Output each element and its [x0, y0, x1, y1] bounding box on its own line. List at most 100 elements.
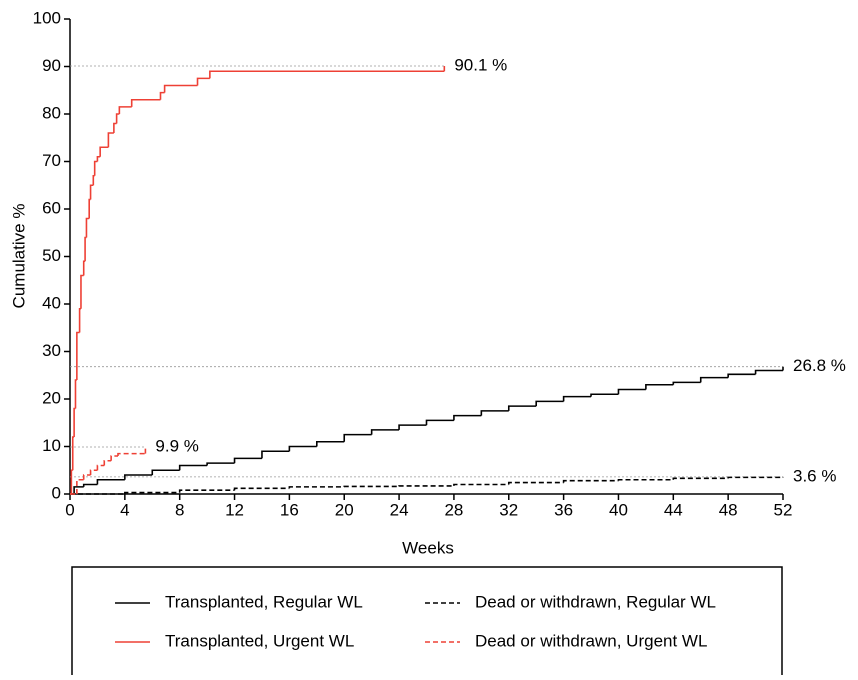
step: [86, 219, 89, 238]
x-tick-label: 40: [609, 500, 628, 519]
step: [207, 463, 234, 465]
y-tick-label: 80: [42, 103, 61, 122]
x-tick-label: 52: [774, 500, 793, 519]
step: [97, 157, 100, 162]
legend-label: Transplanted, Urgent WL: [165, 631, 354, 650]
step: [118, 454, 145, 456]
step: [235, 488, 290, 490]
x-tick-label: 28: [444, 500, 463, 519]
x-tick-label: 24: [390, 500, 409, 519]
step: [210, 71, 444, 78]
step: [104, 461, 111, 466]
step: [427, 420, 454, 425]
step: [84, 261, 85, 275]
y-tick-label: 40: [42, 293, 61, 312]
y-tick-label: 10: [42, 436, 61, 455]
step: [85, 238, 86, 262]
step: [646, 385, 673, 390]
step: [117, 114, 120, 124]
legend-label: Transplanted, Regular WL: [165, 592, 363, 611]
step: [399, 425, 426, 430]
y-tick-label: 70: [42, 151, 61, 170]
step: [372, 430, 399, 435]
step: [701, 378, 728, 383]
step: [97, 466, 104, 471]
step: [165, 86, 198, 93]
step: [119, 107, 131, 114]
step: [481, 411, 508, 416]
step: [564, 397, 591, 402]
x-tick-label: 4: [120, 500, 129, 519]
end-label: 3.6 %: [793, 466, 836, 485]
x-tick-label: 32: [499, 500, 518, 519]
step: [509, 406, 536, 411]
step: [132, 100, 161, 107]
y-tick-label: 90: [42, 56, 61, 75]
step: [756, 371, 783, 375]
step: [75, 380, 76, 409]
y-tick-label: 0: [52, 483, 61, 502]
x-axis-label: Weeks: [402, 538, 454, 557]
step: [673, 478, 728, 479]
step: [454, 416, 481, 421]
step: [509, 483, 564, 485]
step: [108, 133, 113, 147]
x-tick-label: 36: [554, 500, 573, 519]
y-tick-label: 50: [42, 246, 61, 265]
step: [618, 390, 645, 395]
y-tick-label: 100: [33, 8, 61, 27]
step: [89, 200, 90, 219]
y-tick-label: 30: [42, 341, 61, 360]
step: [591, 394, 618, 396]
legend-label: Dead or withdrawn, Urgent WL: [475, 631, 707, 650]
step: [114, 124, 117, 134]
step: [74, 409, 75, 438]
x-tick-label: 16: [280, 500, 299, 519]
step: [289, 487, 344, 488]
end-label: 26.8 %: [793, 356, 846, 375]
legend-label: Dead or withdrawn, Regular WL: [475, 592, 716, 611]
step: [73, 437, 74, 470]
y-tick-label: 60: [42, 198, 61, 217]
x-tick-label: 8: [175, 500, 184, 519]
legend-box: [72, 567, 782, 675]
step: [289, 447, 316, 452]
step: [125, 475, 152, 480]
step: [81, 276, 84, 309]
step: [84, 485, 98, 487]
step: [235, 458, 262, 463]
y-axis-label: Cumulative %: [9, 204, 28, 309]
step: [180, 466, 207, 471]
end-label: 9.9 %: [155, 436, 198, 455]
step: [728, 374, 755, 377]
step: [618, 480, 673, 481]
end-label: 90.1 %: [454, 56, 507, 75]
x-tick-label: 20: [335, 500, 354, 519]
step: [80, 309, 81, 333]
step: [728, 477, 783, 478]
step: [97, 480, 124, 485]
step: [160, 93, 164, 100]
step: [77, 333, 80, 381]
y-tick-label: 20: [42, 388, 61, 407]
step: [100, 147, 108, 157]
step: [536, 401, 563, 406]
x-tick-label: 12: [225, 500, 244, 519]
step: [111, 456, 118, 461]
step: [673, 382, 700, 384]
step: [262, 451, 289, 458]
step: [84, 475, 91, 480]
x-tick-label: 48: [719, 500, 738, 519]
step: [198, 78, 210, 85]
x-tick-label: 44: [664, 500, 683, 519]
x-tick-label: 0: [65, 500, 74, 519]
step: [91, 185, 94, 199]
step: [317, 442, 344, 447]
step: [180, 490, 235, 492]
step: [454, 485, 509, 486]
step: [71, 470, 72, 494]
step: [91, 470, 98, 475]
step: [152, 470, 179, 475]
step: [344, 435, 371, 442]
